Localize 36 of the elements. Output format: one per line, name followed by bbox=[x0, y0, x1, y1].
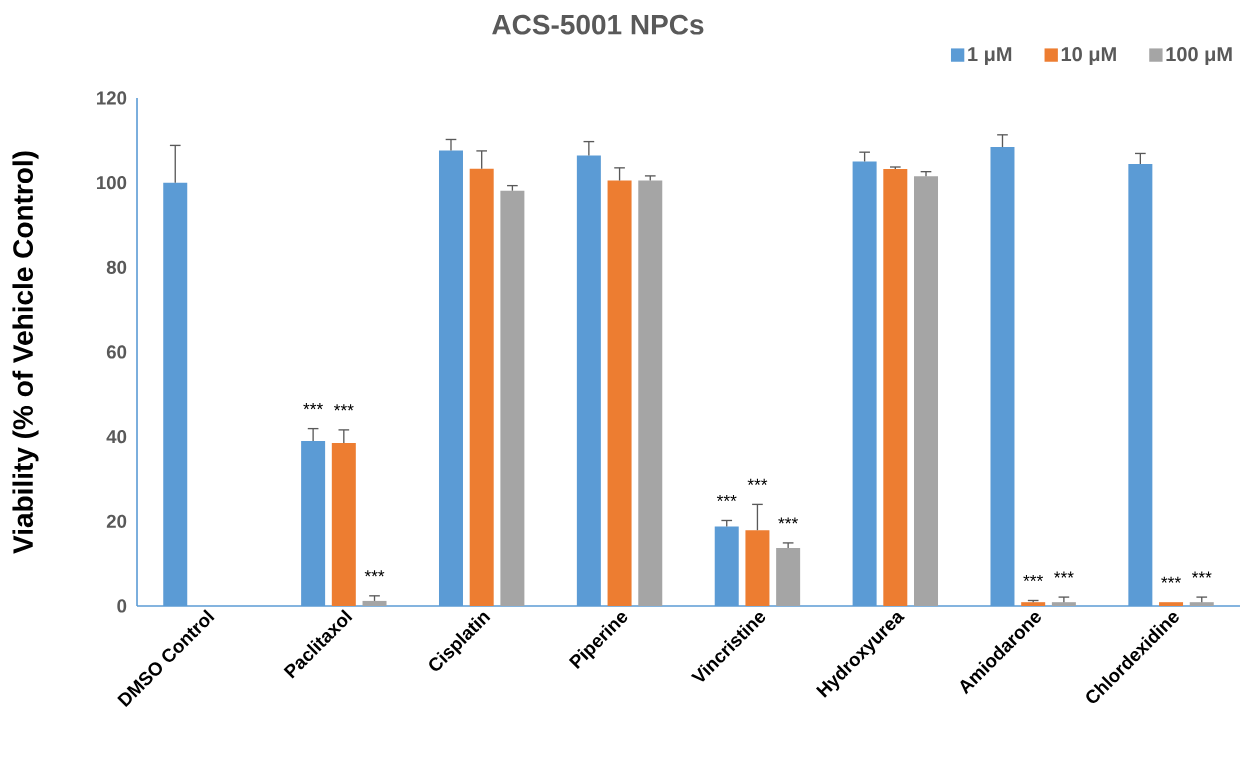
data-label: *** bbox=[716, 494, 737, 502]
data-label: *** bbox=[364, 570, 385, 577]
y-tick-label: 20 bbox=[106, 514, 127, 528]
y-tick-label: 80 bbox=[106, 260, 127, 274]
bar bbox=[638, 180, 663, 606]
data-label: *** bbox=[747, 478, 768, 485]
bar bbox=[776, 547, 801, 606]
legend-label: 1 μM bbox=[968, 47, 1012, 66]
y-axis-title: Viability (% of Vehicle Control) bbox=[12, 151, 39, 554]
y-tick-label: 40 bbox=[106, 430, 127, 444]
chart-title: ACS-5001 NPCs bbox=[492, 14, 704, 35]
y-tick-label: 100 bbox=[96, 176, 127, 190]
data-label: *** bbox=[1161, 576, 1181, 583]
bar bbox=[362, 600, 387, 606]
y-tick-label: 120 bbox=[96, 91, 127, 105]
bar bbox=[1051, 602, 1076, 606]
data-label: *** bbox=[1023, 574, 1044, 582]
legend-label: 10 μM bbox=[1061, 47, 1116, 66]
data-label: *** bbox=[778, 517, 798, 524]
bar bbox=[331, 443, 356, 606]
bar bbox=[500, 190, 525, 606]
bar bbox=[883, 169, 908, 606]
data-label: *** bbox=[303, 403, 323, 410]
bar bbox=[469, 168, 494, 606]
bar bbox=[1159, 602, 1184, 606]
bar bbox=[914, 176, 939, 606]
legend-label: 100 μM bbox=[1166, 47, 1232, 66]
bar bbox=[745, 530, 770, 606]
bar bbox=[1021, 602, 1046, 606]
y-tick-label: 60 bbox=[106, 345, 127, 359]
bar bbox=[607, 180, 632, 606]
data-label: *** bbox=[1054, 571, 1074, 578]
data-label: *** bbox=[333, 404, 354, 411]
bar bbox=[1189, 602, 1214, 606]
y-tick-label: 0 bbox=[117, 599, 127, 613]
data-label: *** bbox=[1191, 571, 1212, 578]
